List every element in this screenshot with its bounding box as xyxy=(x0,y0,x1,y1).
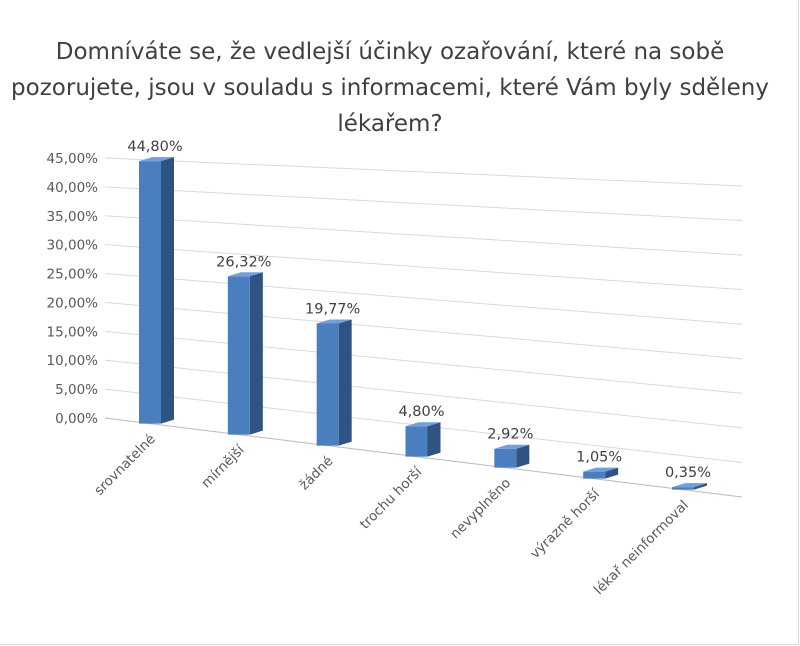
chart-title: Domníváte se, že vedlejší účinky ozařová… xyxy=(11,39,769,137)
bar-top xyxy=(494,444,530,449)
data-label: 19,77% xyxy=(305,302,360,318)
gridline xyxy=(104,273,743,325)
data-label: 4,80% xyxy=(398,404,444,420)
bar-top xyxy=(405,422,441,427)
y-tick-label: 0,00% xyxy=(55,411,98,427)
gridline xyxy=(104,301,743,360)
gridline xyxy=(104,244,743,291)
y-tick-label: 10,00% xyxy=(47,353,99,369)
bar-top xyxy=(139,157,174,162)
bar-side xyxy=(427,422,441,457)
y-tick-label: 5,00% xyxy=(55,382,98,398)
data-label: 1,05% xyxy=(576,450,622,466)
y-tick-label: 20,00% xyxy=(47,295,99,311)
category-label: žádné xyxy=(296,453,336,493)
category-label: trochu horší xyxy=(357,463,426,532)
category-label: mírnější xyxy=(198,441,248,491)
y-tick-label: 25,00% xyxy=(47,267,99,283)
bar xyxy=(583,471,606,479)
bar-top xyxy=(316,319,352,324)
x-axis-line xyxy=(104,417,743,498)
bar xyxy=(672,487,694,490)
y-tick-label: 35,00% xyxy=(47,209,99,225)
gridline xyxy=(104,215,743,256)
gridline xyxy=(104,157,743,187)
bar xyxy=(139,161,161,424)
data-label: 0,35% xyxy=(665,465,711,481)
y-tick-label: 40,00% xyxy=(47,180,99,196)
bar-side xyxy=(338,319,352,446)
y-tick-label: 45,00% xyxy=(47,151,99,167)
gridline xyxy=(104,186,743,222)
bar-side xyxy=(249,272,263,435)
bar-side xyxy=(605,467,619,479)
y-tick-label: 30,00% xyxy=(47,238,99,254)
data-label: 26,32% xyxy=(216,254,271,270)
y-tick-label: 15,00% xyxy=(47,324,99,340)
bar xyxy=(494,448,517,468)
bar-top xyxy=(583,467,619,472)
bar-side xyxy=(161,157,174,424)
bar-top xyxy=(227,272,263,277)
category-label: srovnatelné xyxy=(91,431,159,499)
data-label: 2,92% xyxy=(487,427,533,443)
bar xyxy=(227,276,250,435)
bar-side xyxy=(694,483,707,490)
category-label: lékař neinformoval xyxy=(591,497,692,598)
category-label: výrazně horší xyxy=(527,485,604,562)
bar xyxy=(405,426,428,457)
bar-side xyxy=(516,444,530,468)
bar xyxy=(316,323,339,446)
bar-top xyxy=(672,483,707,488)
data-label: 44,80% xyxy=(127,139,182,155)
gridline xyxy=(104,330,743,394)
gridline xyxy=(104,359,743,429)
category-label: nevyplněno xyxy=(447,475,514,542)
